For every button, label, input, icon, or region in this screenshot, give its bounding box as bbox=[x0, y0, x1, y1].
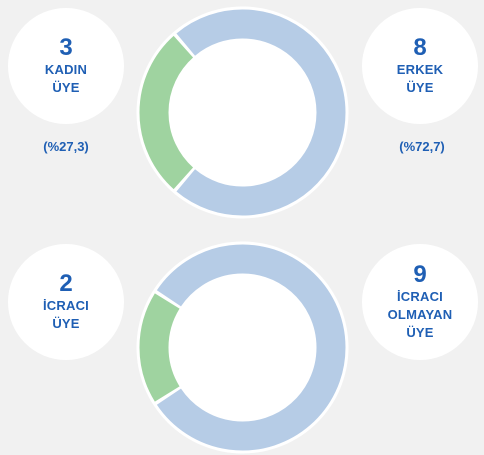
female-member-label-line2: ÜYE bbox=[52, 80, 80, 95]
donut-slice-executive bbox=[139, 293, 180, 402]
donut-chart-executive bbox=[136, 241, 349, 454]
executive-member-label-line2: ÜYE bbox=[52, 316, 80, 331]
female-member-bubble: 3 KADIN ÜYE bbox=[8, 8, 124, 124]
donut-hole bbox=[172, 42, 313, 183]
male-member-bubble: 8 ERKEK ÜYE bbox=[362, 8, 478, 124]
female-member-count: 3 bbox=[59, 34, 73, 61]
non-executive-member-label-line1: İCRACI bbox=[397, 289, 443, 304]
non-executive-member-label-line3: ÜYE bbox=[406, 325, 434, 340]
executive-member-label-line1: İCRACI bbox=[43, 298, 89, 313]
male-member-count: 8 bbox=[413, 34, 427, 61]
female-member-percent: (%27,3) bbox=[43, 139, 89, 154]
non-executive-member-bubble: 9 İCRACI OLMAYAN ÜYE bbox=[362, 244, 478, 360]
male-member-label-line1: ERKEK bbox=[396, 62, 444, 77]
female-member-label-line1: KADIN bbox=[44, 62, 88, 77]
donut-slice-non-executive bbox=[156, 244, 346, 451]
executive-member-bubble: 2 İCRACI ÜYE bbox=[8, 244, 124, 360]
donut-chart-gender bbox=[136, 6, 349, 219]
donut-hole bbox=[172, 277, 313, 418]
non-executive-member-count: 9 bbox=[413, 261, 427, 288]
male-member-label-line2: ÜYE bbox=[406, 80, 434, 95]
executive-member-count: 2 bbox=[59, 270, 73, 297]
male-member-percent: (%72,7) bbox=[399, 139, 445, 154]
donut-slice-male bbox=[176, 9, 346, 216]
donut-slice-female bbox=[139, 35, 194, 190]
non-executive-member-label-line2: OLMAYAN bbox=[387, 307, 453, 322]
